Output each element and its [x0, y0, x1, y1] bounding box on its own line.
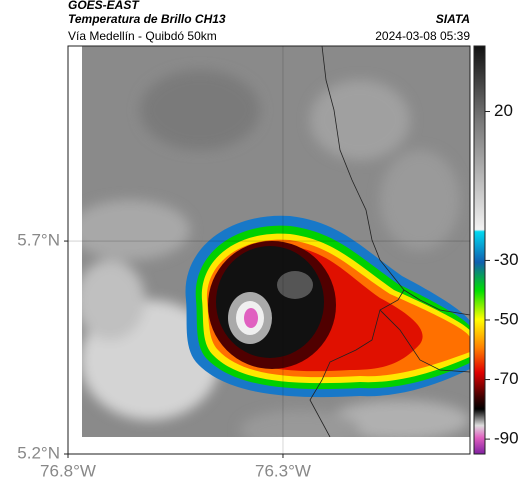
colorbar-tick-label: -70	[494, 369, 519, 388]
cloud-texture	[82, 70, 470, 437]
satellite-image	[82, 46, 470, 437]
x-tick-label: 76.3°W	[255, 461, 311, 480]
x-tick-label: 76.8°W	[40, 461, 96, 480]
y-tick-label: 5.2°N	[17, 443, 60, 462]
colorbar-tick-label: -50	[494, 309, 519, 328]
border-line	[309, 46, 405, 437]
region: Vía Medellín - Quibdó 50km	[68, 29, 217, 43]
colorbar-tick-label: 20	[494, 101, 513, 120]
cloud-gray	[277, 271, 313, 299]
border-line	[403, 289, 470, 316]
cloud-eye-center	[244, 308, 258, 328]
satellite: GOES-EAST	[68, 0, 140, 12]
border-line	[379, 309, 470, 373]
colorbar	[473, 45, 486, 455]
cloud-core	[216, 246, 324, 358]
colorbar-tick-label: -30	[494, 250, 519, 269]
colorbar-tick-label: -90	[494, 429, 519, 448]
y-tick-label: 5.7°N	[17, 231, 60, 250]
datetime: 2024-03-08 05:39	[375, 29, 470, 43]
map-frame	[67, 45, 471, 455]
source: SIATA	[436, 12, 470, 26]
product: Temperatura de Brillo CH13	[68, 12, 226, 26]
